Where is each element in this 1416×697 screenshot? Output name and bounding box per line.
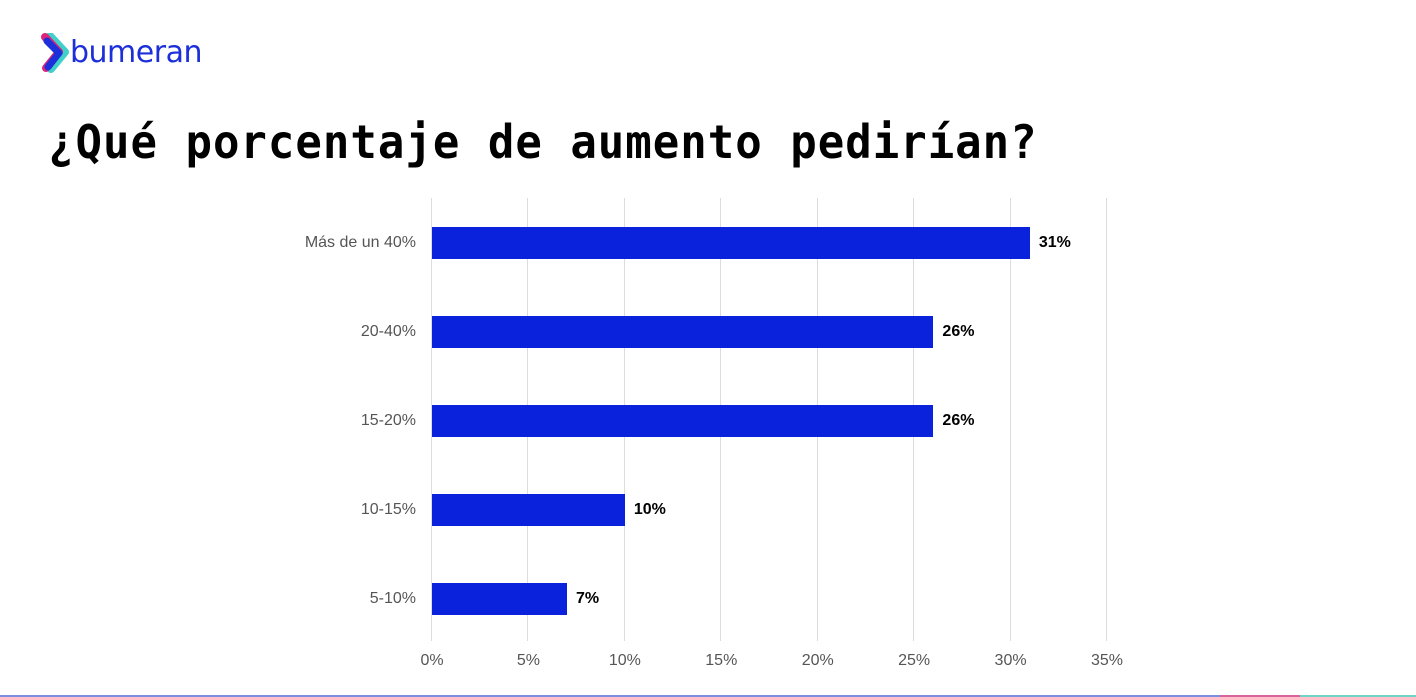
x-tick-label: 15% bbox=[705, 652, 738, 669]
footer-color-segment bbox=[1300, 695, 1416, 697]
gridline bbox=[1009, 198, 1011, 641]
footer-color-bar bbox=[0, 695, 1416, 697]
category-label: 5-10% bbox=[369, 590, 416, 607]
gridline bbox=[431, 198, 432, 641]
bar-value-label: 31% bbox=[1038, 234, 1071, 251]
bar-value-label: 26% bbox=[942, 412, 975, 429]
x-tick-label: 5% bbox=[516, 652, 540, 669]
category-label: 10-15% bbox=[360, 501, 416, 518]
bar bbox=[432, 316, 934, 348]
chart-title: ¿Qué porcentaje de aumento pedirían? bbox=[48, 116, 1038, 170]
brand-logo: bumeran bbox=[40, 32, 202, 73]
bar bbox=[432, 227, 1030, 259]
category-label: 20-40% bbox=[360, 323, 416, 340]
category-label: Más de un 40% bbox=[304, 234, 416, 251]
bar-value-label: 10% bbox=[633, 501, 666, 518]
x-tick-label: 35% bbox=[1090, 652, 1124, 669]
bar bbox=[432, 583, 567, 615]
bar-value-label: 26% bbox=[942, 323, 975, 340]
category-label: 15-20% bbox=[360, 412, 416, 429]
x-tick-label: 30% bbox=[994, 652, 1027, 669]
footer-color-segment bbox=[1220, 695, 1300, 697]
bar-value-label: 7% bbox=[576, 590, 600, 607]
footer-color-segment bbox=[0, 695, 1220, 697]
brand-name: bumeran bbox=[70, 35, 202, 70]
x-tick-label: 10% bbox=[608, 652, 641, 669]
x-tick-label: 25% bbox=[898, 652, 931, 669]
gridline bbox=[1106, 198, 1107, 641]
chevron-right-logo-icon bbox=[40, 32, 70, 73]
x-tick-label: 20% bbox=[801, 652, 834, 669]
x-tick-label: 0% bbox=[420, 652, 444, 669]
bar bbox=[432, 494, 625, 526]
bar bbox=[432, 405, 934, 437]
